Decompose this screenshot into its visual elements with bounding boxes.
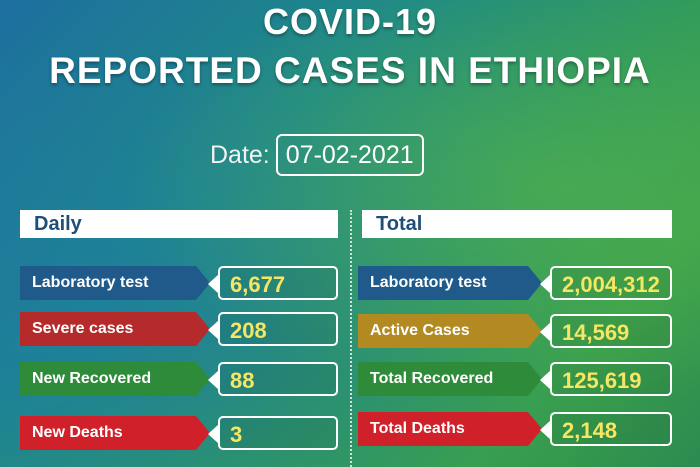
date-label: Date: (210, 140, 270, 169)
total-heading: Total (362, 210, 672, 238)
title-line-1: COVID-19 (262, 1, 438, 42)
daily-new-recovered-value: 88 (208, 362, 338, 396)
panel-divider (350, 210, 352, 467)
daily-laboratory-test-value: 6,677 (208, 266, 338, 300)
total-row-total-deaths: Total Deaths 2,148 (358, 412, 672, 446)
daily-severe-cases-value: 208 (208, 312, 338, 346)
daily-new-recovered-label: New Recovered (20, 362, 210, 396)
total-row-total-recovered: Total Recovered 125,619 (358, 362, 672, 396)
total-laboratory-test-label: Laboratory test (358, 266, 542, 300)
total-total-recovered-label: Total Recovered (358, 362, 542, 396)
total-active-cases-value: 14,569 (540, 314, 672, 348)
total-row-active-cases: Active Cases 14,569 (358, 314, 672, 348)
title-line-2: REPORTED CASES IN ETHIOPIA (49, 50, 651, 91)
total-active-cases-label: Active Cases (358, 314, 542, 348)
daily-new-deaths-value: 3 (208, 416, 338, 450)
daily-laboratory-test-label: Laboratory test (20, 266, 210, 300)
daily-row-new-deaths: New Deaths 3 (20, 416, 338, 450)
daily-severe-cases-label: Severe cases (20, 312, 210, 346)
daily-row-new-recovered: New Recovered 88 (20, 362, 338, 396)
total-total-deaths-label: Total Deaths (358, 412, 542, 446)
daily-heading: Daily (20, 210, 338, 238)
daily-new-deaths-label: New Deaths (20, 416, 210, 450)
date-value: 07-02-2021 (275, 134, 424, 176)
total-total-deaths-value: 2,148 (540, 412, 672, 446)
daily-row-severe-cases: Severe cases 208 (20, 312, 338, 346)
date-section: Date: 07-02-2021 (210, 134, 424, 176)
total-row-laboratory-test: Laboratory test 2,004,312 (358, 266, 672, 300)
daily-row-laboratory-test: Laboratory test 6,677 (20, 266, 338, 300)
total-total-recovered-value: 125,619 (540, 362, 672, 396)
total-laboratory-test-value: 2,004,312 (540, 266, 672, 300)
